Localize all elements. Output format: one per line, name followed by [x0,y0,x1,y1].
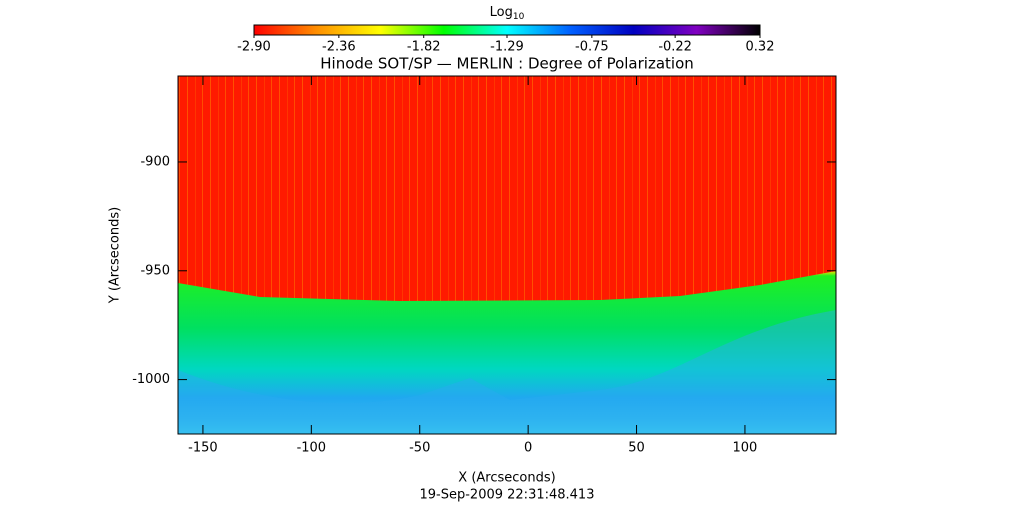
colorbar-tick-label: -0.75 [575,40,609,55]
colorbar-label-base: Log [490,5,513,20]
y-tick-label: -900 [140,154,170,169]
x-axis-label: X (Arcseconds) [458,471,555,486]
colorbar-tick-label: 0.32 [746,40,775,55]
colorbar-tick-label: -1.82 [407,40,441,55]
y-tick-label: -1000 [132,372,170,387]
heatmap-image [178,76,836,434]
timestamp: 19-Sep-2009 22:31:48.413 [420,488,595,503]
colorbar-label: Log10 [490,5,525,22]
x-tick-label: 0 [524,441,532,456]
y-axis-label: Y (Arcseconds) [108,207,123,304]
colorbar-label-sub: 10 [513,12,525,22]
chart-title: Hinode SOT/SP — MERLIN : Degree of Polar… [320,55,694,73]
colorbar-tick-label: -2.36 [322,40,356,55]
colorbar [253,24,761,36]
plot-frame [177,75,837,435]
colorbar-tick-label: -0.22 [658,40,692,55]
x-tick-label: -150 [188,441,218,456]
x-tick-label: 50 [628,441,645,456]
x-tick-label: 100 [733,441,758,456]
x-tick-label: -100 [297,441,327,456]
colorbar-tick-label: -1.29 [490,40,524,55]
colorbar-tick-label: -2.90 [237,40,271,55]
x-tick-label: -50 [409,441,430,456]
y-tick-label: -950 [140,263,170,278]
